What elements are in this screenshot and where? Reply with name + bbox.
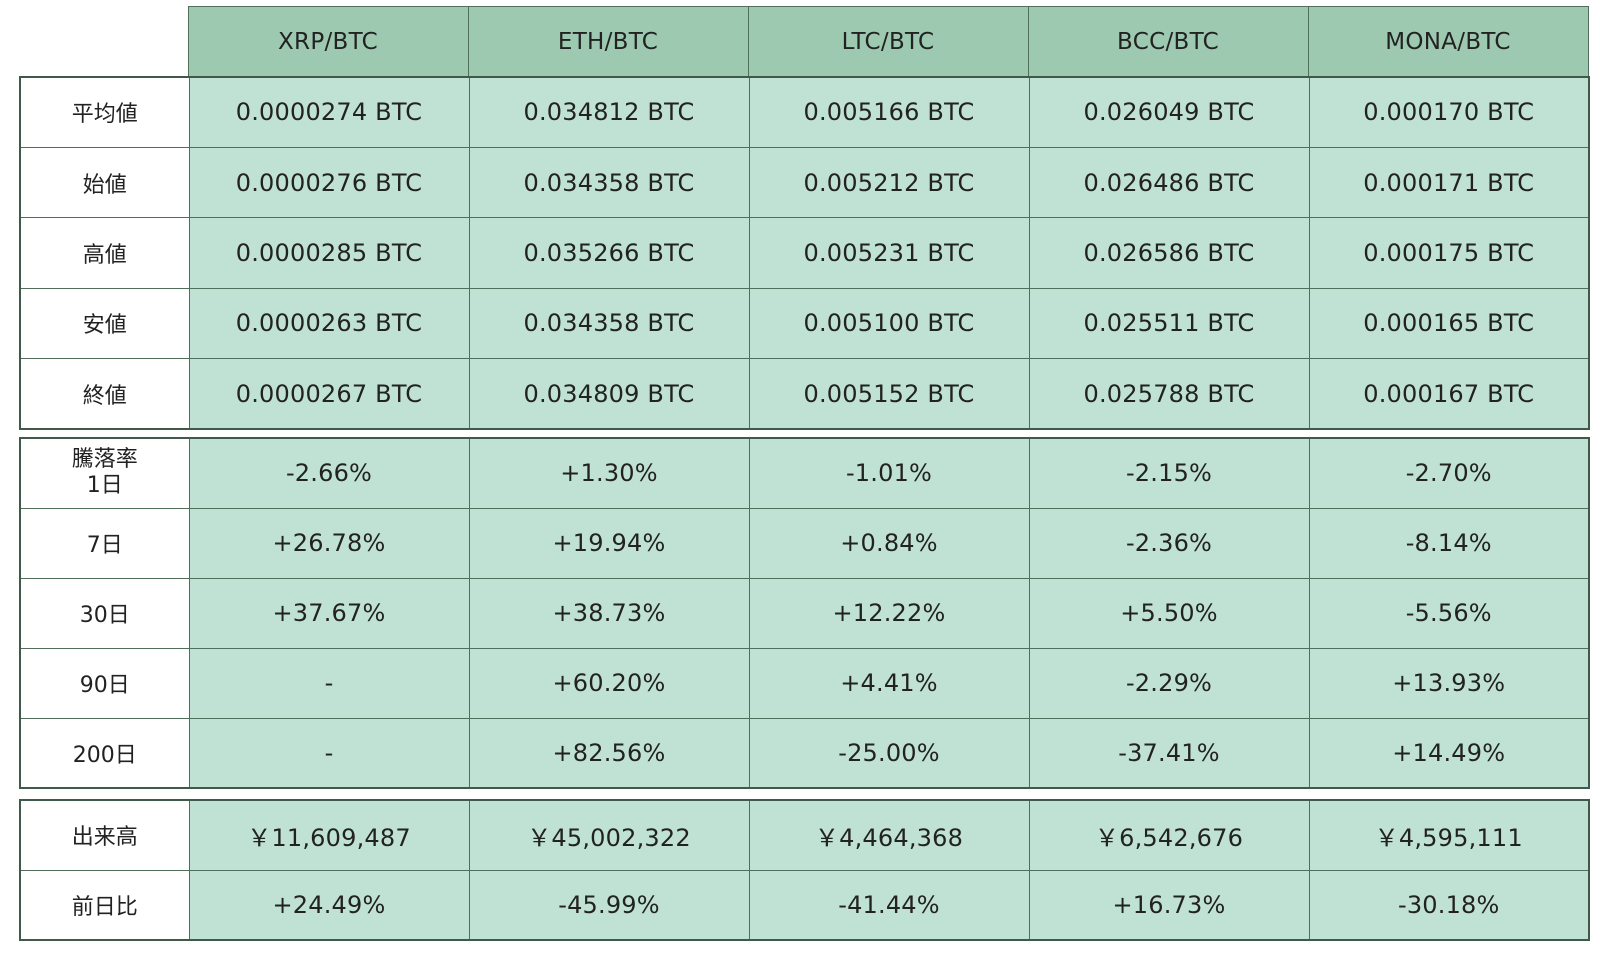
price-cell: 0.034812 BTC (468, 76, 750, 148)
change-cell: +19.94% (468, 507, 750, 579)
change-cell: +26.78% (188, 507, 470, 579)
change-cell: +12.22% (748, 577, 1030, 649)
change-cell: +14.49% (1308, 717, 1590, 789)
row-label: 終値 (19, 358, 190, 430)
row-label-line2: 1日 (86, 473, 123, 499)
price-row-average: 平均値 0.0000274 BTC 0.034812 BTC 0.005166 … (19, 76, 1590, 148)
change-cell: -2.15% (1028, 437, 1310, 509)
header-corner (19, 6, 189, 77)
change-cell: +1.30% (468, 437, 750, 509)
change-cell: - (188, 647, 470, 719)
price-cell: 0.026486 BTC (1028, 146, 1310, 219)
change-row-90d: 90日 - +60.20% +4.41% -2.29% +13.93% (19, 647, 1590, 719)
pair-header-xrp: XRP/BTC (187, 6, 469, 77)
volume-change-cell: -41.44% (748, 869, 1030, 941)
change-row-1d: 騰落率 1日 -2.66% +1.30% -1.01% -2.15% -2.70% (19, 437, 1590, 509)
price-cell: 0.005152 BTC (748, 358, 1030, 430)
change-cell: +60.20% (468, 647, 750, 719)
price-stats-table: 平均値 0.0000274 BTC 0.034812 BTC 0.005166 … (19, 76, 1590, 430)
change-cell: +4.41% (748, 647, 1030, 719)
volume-cell: ￥4,595,111 (1308, 799, 1590, 871)
volume-change-cell: -45.99% (468, 869, 750, 941)
row-label: 90日 (19, 647, 190, 719)
change-cell: +5.50% (1028, 577, 1310, 649)
row-label: 200日 (19, 717, 190, 789)
volume-change-row: 前日比 +24.49% -45.99% -41.44% +16.73% -30.… (19, 869, 1590, 941)
volume-cell: ￥11,609,487 (188, 799, 470, 871)
price-cell: 0.025511 BTC (1028, 287, 1310, 360)
volume-cell: ￥4,464,368 (748, 799, 1030, 871)
pair-header-bcc: BCC/BTC (1027, 6, 1309, 77)
change-row-30d: 30日 +37.67% +38.73% +12.22% +5.50% -5.56… (19, 577, 1590, 649)
change-cell: -1.01% (748, 437, 1030, 509)
row-label: 30日 (19, 577, 190, 649)
row-label: 7日 (19, 507, 190, 579)
price-cell: 0.034358 BTC (468, 146, 750, 219)
price-cell: 0.005231 BTC (748, 217, 1030, 289)
row-label-line1: 騰落率 (71, 447, 138, 473)
price-cell: 0.0000263 BTC (188, 287, 470, 360)
change-cell: +82.56% (468, 717, 750, 789)
pair-header-row: XRP/BTC ETH/BTC LTC/BTC BCC/BTC MONA/BTC (19, 6, 1589, 77)
price-cell: 0.034809 BTC (468, 358, 750, 430)
price-cell: 0.025788 BTC (1028, 358, 1310, 430)
change-cell: -5.56% (1308, 577, 1590, 649)
pair-header-table: XRP/BTC ETH/BTC LTC/BTC BCC/BTC MONA/BTC (19, 6, 1589, 77)
change-cell: -8.14% (1308, 507, 1590, 579)
price-cell: 0.0000285 BTC (188, 217, 470, 289)
change-cell: -37.41% (1028, 717, 1310, 789)
price-cell: 0.000167 BTC (1308, 358, 1590, 430)
row-label: 出来高 (19, 799, 190, 871)
price-cell: 0.0000274 BTC (188, 76, 470, 148)
price-cell: 0.000170 BTC (1308, 76, 1590, 148)
change-cell: -2.70% (1308, 437, 1590, 509)
volume-change-cell: +24.49% (188, 869, 470, 941)
row-label: 始値 (19, 146, 190, 219)
price-cell: 0.000165 BTC (1308, 287, 1590, 360)
row-label: 高値 (19, 217, 190, 289)
price-row-open: 始値 0.0000276 BTC 0.034358 BTC 0.005212 B… (19, 146, 1590, 219)
change-rate-table: 騰落率 1日 -2.66% +1.30% -1.01% -2.15% -2.70%… (19, 437, 1590, 789)
price-cell: 0.005100 BTC (748, 287, 1030, 360)
price-row-close: 終値 0.0000267 BTC 0.034809 BTC 0.005152 B… (19, 358, 1590, 430)
change-cell: -2.66% (188, 437, 470, 509)
volume-row: 出来高 ￥11,609,487 ￥45,002,322 ￥4,464,368 ￥… (19, 799, 1590, 871)
change-cell: +37.67% (188, 577, 470, 649)
volume-change-cell: +16.73% (1028, 869, 1310, 941)
pair-header-eth: ETH/BTC (467, 6, 749, 77)
volume-table: 出来高 ￥11,609,487 ￥45,002,322 ￥4,464,368 ￥… (19, 799, 1590, 941)
price-row-low: 安値 0.0000263 BTC 0.034358 BTC 0.005100 B… (19, 287, 1590, 360)
price-cell: 0.035266 BTC (468, 217, 750, 289)
row-label: 騰落率 1日 (19, 437, 190, 509)
pair-header-mona: MONA/BTC (1307, 6, 1589, 77)
change-cell: +0.84% (748, 507, 1030, 579)
price-cell: 0.034358 BTC (468, 287, 750, 360)
price-cell: 0.005212 BTC (748, 146, 1030, 219)
volume-change-cell: -30.18% (1308, 869, 1590, 941)
price-cell: 0.026586 BTC (1028, 217, 1310, 289)
change-cell: -25.00% (748, 717, 1030, 789)
price-cell: 0.005166 BTC (748, 76, 1030, 148)
price-cell: 0.0000267 BTC (188, 358, 470, 430)
change-cell: +13.93% (1308, 647, 1590, 719)
row-label: 前日比 (19, 869, 190, 941)
price-row-high: 高値 0.0000285 BTC 0.035266 BTC 0.005231 B… (19, 217, 1590, 289)
pair-header-ltc: LTC/BTC (747, 6, 1029, 77)
price-cell: 0.0000276 BTC (188, 146, 470, 219)
price-cell: 0.026049 BTC (1028, 76, 1310, 148)
volume-cell: ￥6,542,676 (1028, 799, 1310, 871)
row-label: 安値 (19, 287, 190, 360)
change-cell: +38.73% (468, 577, 750, 649)
row-label: 平均値 (19, 76, 190, 148)
change-cell: -2.36% (1028, 507, 1310, 579)
volume-cell: ￥45,002,322 (468, 799, 750, 871)
change-cell: -2.29% (1028, 647, 1310, 719)
change-row-200d: 200日 - +82.56% -25.00% -37.41% +14.49% (19, 717, 1590, 789)
price-cell: 0.000175 BTC (1308, 217, 1590, 289)
change-row-7d: 7日 +26.78% +19.94% +0.84% -2.36% -8.14% (19, 507, 1590, 579)
price-cell: 0.000171 BTC (1308, 146, 1590, 219)
change-cell: - (188, 717, 470, 789)
